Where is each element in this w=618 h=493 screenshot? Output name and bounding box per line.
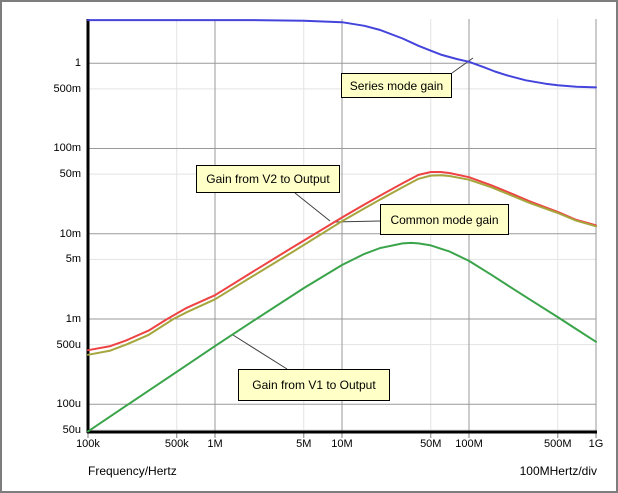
callout-leader-line bbox=[294, 192, 331, 222]
callout-gain-v1-to-output[interactable]: Gain from V1 to Output bbox=[238, 369, 390, 401]
callout-series-mode-gain[interactable]: Series mode gain bbox=[341, 73, 452, 98]
x-axis-div-note: 100MHertz/div bbox=[519, 464, 597, 478]
callout-common-mode-gain[interactable]: Common mode gain bbox=[380, 204, 509, 235]
curve-gain-from-v2-to-output[interactable] bbox=[87, 171, 597, 352]
curve-common-mode-gain[interactable] bbox=[87, 174, 597, 356]
x-axis-title: Frequency/Hertz bbox=[88, 464, 177, 478]
curve-gain-from-v1-to-output[interactable] bbox=[87, 241, 597, 433]
curve-series-mode-gain[interactable] bbox=[87, 19, 597, 89]
callout-gain-v2-to-output[interactable]: Gain from V2 to Output bbox=[196, 165, 340, 193]
callout-leader-line bbox=[451, 57, 474, 74]
callout-leader-line bbox=[232, 334, 288, 370]
